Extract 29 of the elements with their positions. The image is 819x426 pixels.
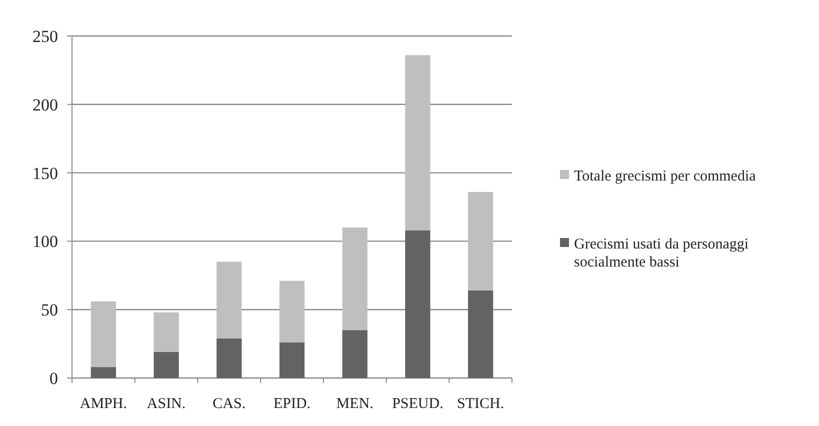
- y-tick-label: 250: [32, 26, 58, 46]
- x-tick-label: CAS.: [212, 396, 246, 412]
- bar: [342, 330, 368, 378]
- bar: [90, 367, 116, 378]
- x-tick-label: MEN.: [336, 396, 374, 412]
- bar: [90, 301, 116, 368]
- bar: [216, 262, 242, 338]
- legend-label: Grecismi usati da personaggi socialmente bassi: [574, 236, 749, 270]
- y-tick-label: 200: [32, 95, 58, 114]
- bar: [279, 280, 305, 342]
- bar: [405, 230, 430, 378]
- x-tick-label: ASIN.: [146, 396, 186, 412]
- y-tick-label: 0: [50, 368, 58, 388]
- bar: [468, 192, 494, 290]
- bar: [342, 228, 368, 330]
- bar: [279, 342, 305, 378]
- legend-label: Totale grecismi per commedia: [574, 168, 756, 184]
- bar: [468, 290, 494, 378]
- x-tick-label: AMPH.: [80, 396, 127, 412]
- bar: [154, 352, 179, 378]
- y-tick-label: 150: [32, 164, 58, 183]
- x-tick-label: STICH.: [457, 396, 504, 412]
- bar: [216, 338, 242, 378]
- bar: [154, 312, 179, 352]
- y-tick-label: 100: [32, 232, 58, 252]
- x-tick-label: EPID.: [273, 396, 311, 412]
- bar: [405, 55, 430, 230]
- y-tick-label: 50: [41, 300, 58, 320]
- x-tick-label: PSEUD.: [392, 396, 444, 412]
